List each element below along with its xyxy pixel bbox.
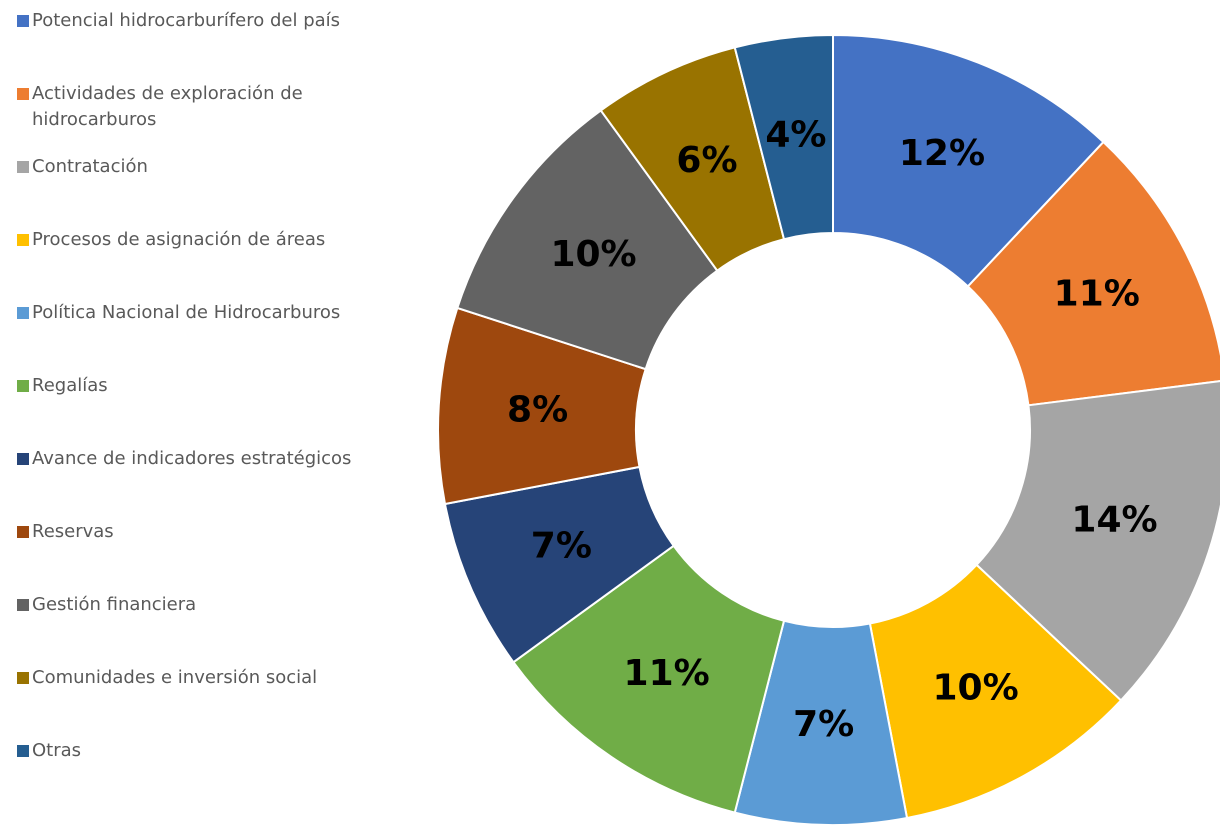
legend-swatch [17, 88, 29, 100]
legend-label: Política Nacional de Hidrocarburos [32, 302, 341, 323]
legend-item: Reservas [14, 519, 404, 545]
legend-swatch [17, 599, 29, 611]
data-label: 8% [507, 389, 568, 430]
legend-item: Avance de indicadores estratégicos [14, 446, 404, 472]
legend-item: Otras [14, 738, 404, 764]
donut-slice [975, 380, 1220, 702]
legend-item: Regalías [14, 373, 404, 399]
data-label: 12% [899, 133, 985, 174]
data-label: 11% [1054, 274, 1140, 315]
legend-swatch [17, 161, 29, 173]
data-label: 10% [550, 234, 636, 275]
legend-item: Comunidades e inversión social [14, 665, 404, 691]
data-label: 7% [531, 526, 592, 567]
donut-slice [966, 140, 1220, 407]
data-label: 10% [933, 667, 1019, 708]
legend-label: Regalías [32, 375, 108, 396]
legend-label: Reservas [32, 521, 114, 542]
legend-swatch [17, 453, 29, 465]
legend-label: Avance de indicadores estratégicos [32, 448, 352, 469]
legend-swatch [17, 380, 29, 392]
legend-item: Actividades de exploración de hidrocarbu… [14, 81, 404, 133]
legend-swatch [17, 526, 29, 538]
data-label: 14% [1071, 499, 1157, 540]
data-label: 4% [765, 114, 826, 155]
legend-item: Procesos de asignación de áreas [14, 227, 404, 253]
legend-item: Potencial hidrocarburífero del país [14, 8, 404, 34]
data-label: 6% [676, 140, 737, 181]
legend-item: Gestión financiera [14, 592, 404, 618]
legend-label: Potencial hidrocarburífero del país [32, 10, 341, 31]
legend-label: Contratación [32, 156, 148, 177]
legend-swatch [17, 672, 29, 684]
legend-swatch [17, 15, 29, 27]
legend-swatch [17, 307, 29, 319]
donut-slice [733, 33, 834, 241]
data-label: 7% [793, 704, 854, 745]
legend-swatch [17, 745, 29, 757]
legend-label: Gestión financiera [32, 594, 197, 615]
legend-item: Política Nacional de Hidrocarburos [14, 300, 404, 326]
data-label: 11% [624, 653, 710, 694]
donut-slice [832, 33, 1105, 288]
legend-label: Comunidades e inversión social [32, 667, 318, 688]
legend-label: Procesos de asignación de áreas [32, 229, 326, 250]
legend-label: Otras [32, 740, 82, 761]
legend-item: Contratación [14, 154, 404, 180]
legend-swatch [17, 234, 29, 246]
legend-label: Actividades de exploración de hidrocarbu… [32, 83, 303, 130]
donut-slice [512, 544, 786, 814]
